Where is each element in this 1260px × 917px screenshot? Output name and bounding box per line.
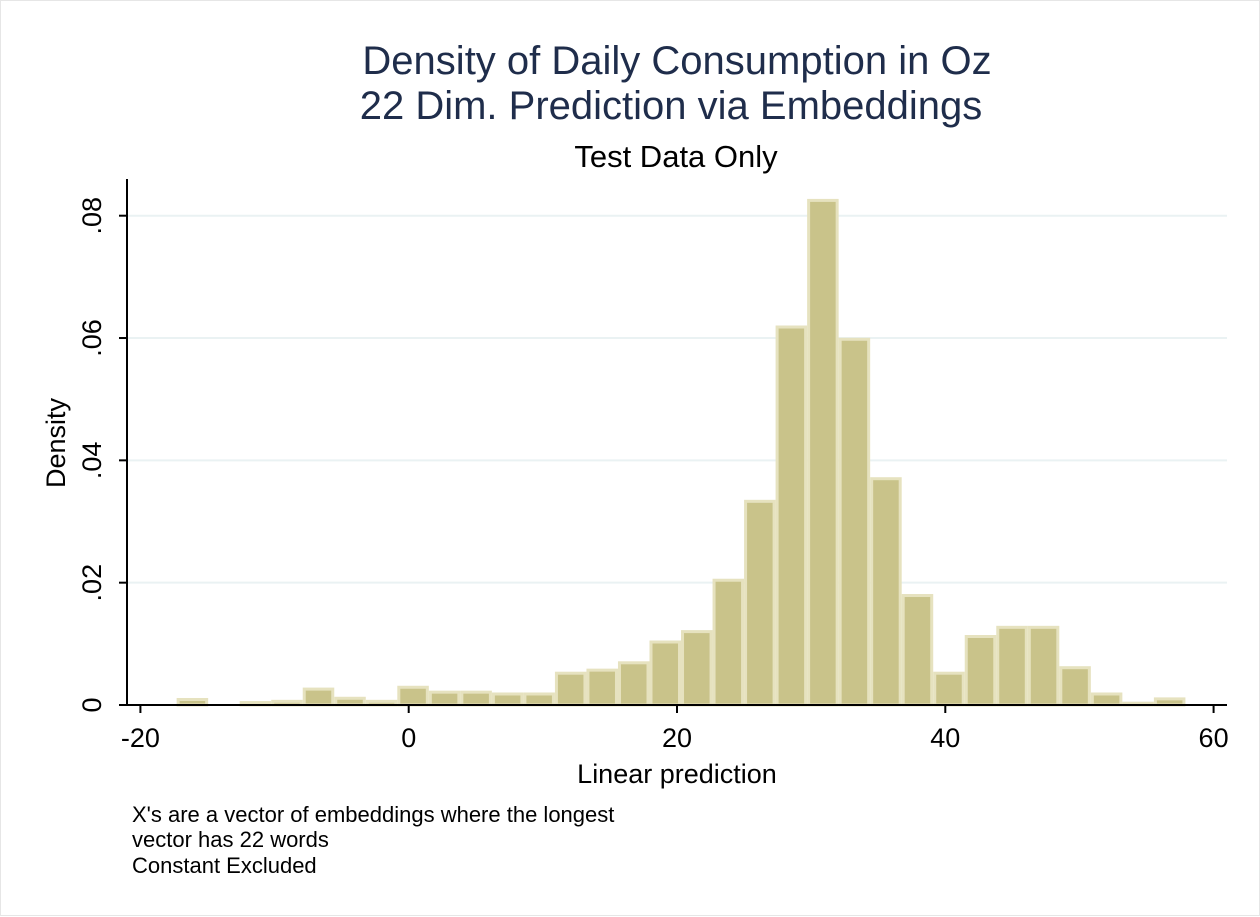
histogram-bar — [649, 640, 682, 707]
x-tick-label: 0 — [401, 723, 416, 753]
histogram-bar — [491, 692, 524, 707]
histogram-bars — [176, 198, 1186, 707]
histogram-bar — [838, 337, 871, 707]
histogram-bar — [996, 625, 1028, 707]
note-line-2: vector has 22 words — [132, 827, 329, 852]
x-axis-ticks: -20 0 20 40 60 — [121, 705, 1229, 753]
histogram-bar — [397, 685, 429, 707]
histogram-bar — [1090, 692, 1123, 707]
y-tick-label: .02 — [77, 564, 107, 602]
grid-lines — [128, 214, 1227, 584]
axes — [126, 179, 1227, 706]
y-tick-label: .08 — [77, 197, 107, 235]
chart-title: Density of Daily Consumption in Oz 22 Di… — [360, 39, 992, 128]
x-tick-label: 20 — [662, 723, 692, 753]
histogram-bar — [807, 198, 839, 707]
y-axis-title: Density — [41, 397, 71, 488]
histogram-bar — [712, 578, 745, 707]
y-tick-label: .04 — [77, 442, 107, 480]
histogram-bar — [901, 594, 934, 707]
histogram-bar — [1059, 666, 1091, 707]
histogram-bar — [554, 671, 587, 707]
histogram-bar — [775, 325, 808, 707]
histogram-bar — [964, 634, 997, 707]
chart-title-line-1: Density of Daily Consumption in Oz — [362, 39, 991, 83]
chart-title-line-2: 22 Dim. Prediction via Embeddings — [360, 84, 983, 128]
histogram-bar — [460, 690, 492, 707]
y-tick-label: 0 — [77, 697, 107, 712]
histogram-bar — [523, 692, 555, 707]
y-axis-ticks: 0 .02 .04 .06 .08 — [77, 197, 127, 713]
x-tick-label: -20 — [121, 723, 160, 753]
histogram-bar — [744, 499, 776, 707]
histogram-bar — [1027, 625, 1060, 707]
histogram-bar — [302, 687, 335, 707]
histogram-bar — [933, 671, 965, 707]
chart-subtitle: Test Data Only — [574, 139, 778, 174]
histogram-bar — [681, 630, 713, 707]
x-tick-label: 40 — [930, 723, 960, 753]
x-tick-label: 60 — [1199, 723, 1229, 753]
histogram-bar — [428, 690, 461, 707]
x-axis-title: Linear prediction — [577, 759, 777, 789]
histogram-bar — [334, 696, 366, 707]
histogram-bar — [870, 477, 902, 707]
note-line-1: X's are a vector of embeddings where the… — [132, 802, 614, 827]
chart-notes: X's are a vector of embeddings where the… — [132, 802, 614, 878]
histogram-bar — [617, 661, 650, 707]
histogram-bar — [586, 668, 618, 707]
note-line-3: Constant Excluded — [132, 853, 317, 878]
y-tick-label: .06 — [77, 319, 107, 357]
